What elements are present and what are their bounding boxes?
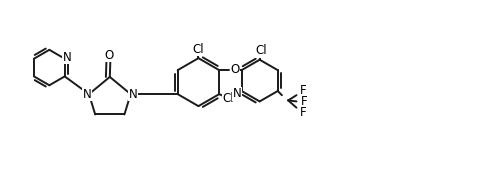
Text: N: N (233, 87, 242, 100)
Text: N: N (83, 88, 91, 101)
Text: N: N (128, 88, 137, 101)
Text: F: F (299, 106, 306, 119)
Text: Cl: Cl (193, 43, 204, 56)
Text: N: N (62, 51, 71, 64)
Text: O: O (104, 49, 114, 62)
Text: O: O (230, 63, 240, 76)
Text: F: F (300, 95, 307, 108)
Text: Cl: Cl (255, 44, 266, 57)
Text: F: F (299, 84, 306, 98)
Text: Cl: Cl (223, 92, 235, 105)
